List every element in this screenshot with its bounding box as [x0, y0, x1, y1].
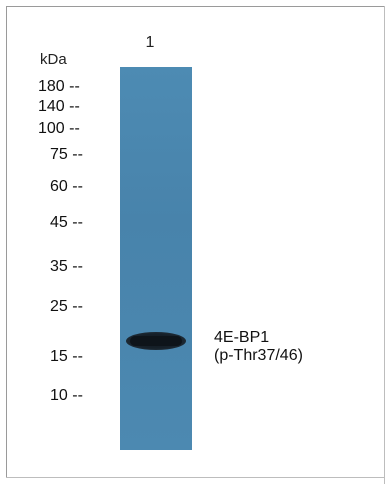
marker-75: 75 -- — [50, 146, 83, 163]
figure-edge-bottom — [6, 477, 385, 478]
marker-15: 15 -- — [50, 348, 83, 365]
marker-60: 60 -- — [50, 178, 83, 195]
marker-180: 180 -- — [38, 78, 80, 95]
marker-35: 35 -- — [50, 258, 83, 275]
marker-140: 140 -- — [38, 98, 80, 115]
band-label-protein: 4E-BP1 — [214, 329, 270, 346]
protein-band-core — [130, 336, 182, 346]
lane-number: 1 — [145, 34, 155, 51]
figure-frame — [6, 6, 384, 478]
marker-25: 25 -- — [50, 298, 83, 315]
figure-edge-right — [384, 6, 385, 484]
marker-100: 100 -- — [38, 120, 80, 137]
blot-lane — [120, 67, 192, 450]
kda-unit-label: kDa — [40, 51, 67, 68]
marker-10: 10 -- — [50, 387, 83, 404]
band-label-site: (p-Thr37/46) — [214, 347, 303, 364]
marker-45: 45 -- — [50, 214, 83, 231]
